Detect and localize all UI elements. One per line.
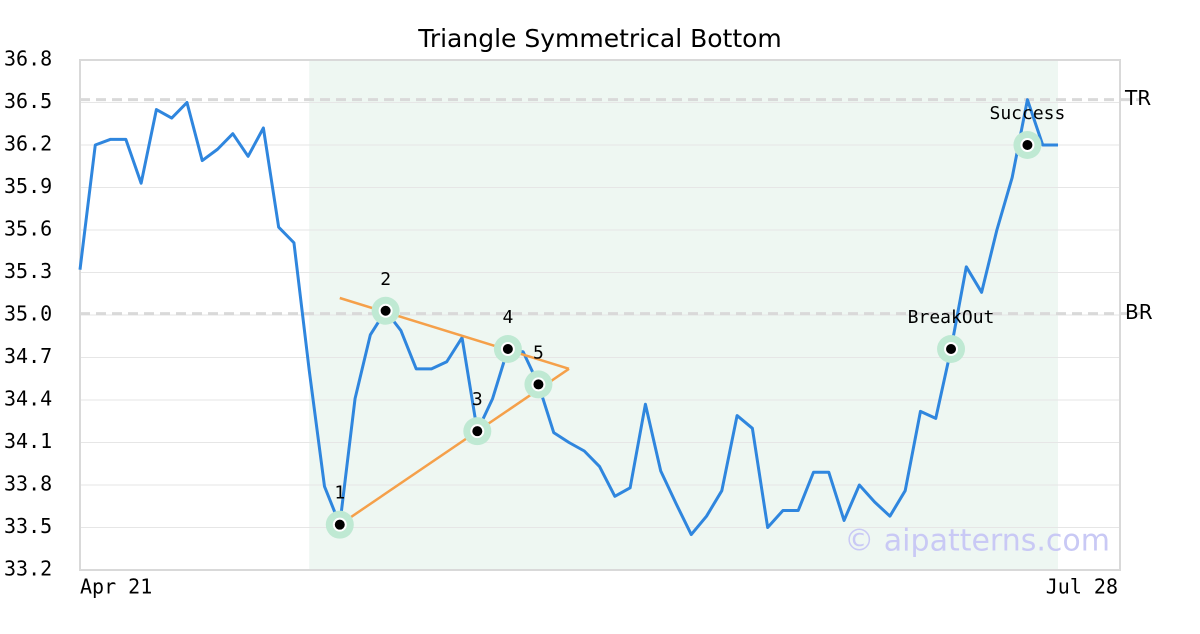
watermark: © aipatterns.com — [844, 524, 1110, 559]
chart-title: Triangle Symmetrical Bottom — [417, 24, 782, 53]
point-dot — [470, 424, 485, 439]
point-label: BreakOut — [908, 307, 995, 328]
y-tick-label: 36.2 — [4, 132, 52, 156]
y-tick-label: 33.5 — [4, 514, 52, 538]
x-tick-label: Apr 21 — [80, 575, 152, 599]
y-tick-label: 35.6 — [4, 217, 52, 241]
reference-label: TR — [1124, 86, 1151, 110]
y-tick-label: 34.7 — [4, 344, 52, 368]
point-label: 4 — [502, 307, 513, 328]
reference-label: BR — [1125, 300, 1153, 324]
point-dot — [378, 303, 393, 318]
point-label: 1 — [334, 483, 345, 504]
point-dot — [944, 342, 959, 356]
price-line — [78, 98, 1058, 537]
y-tick-label: 36.8 — [4, 47, 52, 71]
point-label: 5 — [533, 342, 544, 363]
x-tick-label: Jul 28 — [1046, 575, 1118, 599]
point-dot — [1020, 138, 1035, 152]
y-tick-label: 34.4 — [4, 387, 52, 411]
y-tick-label: 33.8 — [4, 472, 52, 496]
point-dot — [332, 517, 347, 532]
y-tick-label: 34.1 — [4, 429, 52, 453]
point-label: Success — [990, 103, 1066, 124]
y-tick-label: 35.0 — [4, 302, 52, 326]
y-tick-label: 36.5 — [4, 89, 52, 113]
point-label: 3 — [472, 389, 483, 410]
y-tick-label: 35.9 — [4, 174, 52, 198]
y-tick-label: 35.3 — [4, 259, 52, 283]
point-label: 2 — [380, 269, 391, 290]
point-dot — [531, 377, 546, 392]
plot-frame — [79, 59, 1121, 571]
point-dot — [500, 342, 515, 356]
y-tick-label: 33.2 — [4, 557, 52, 581]
